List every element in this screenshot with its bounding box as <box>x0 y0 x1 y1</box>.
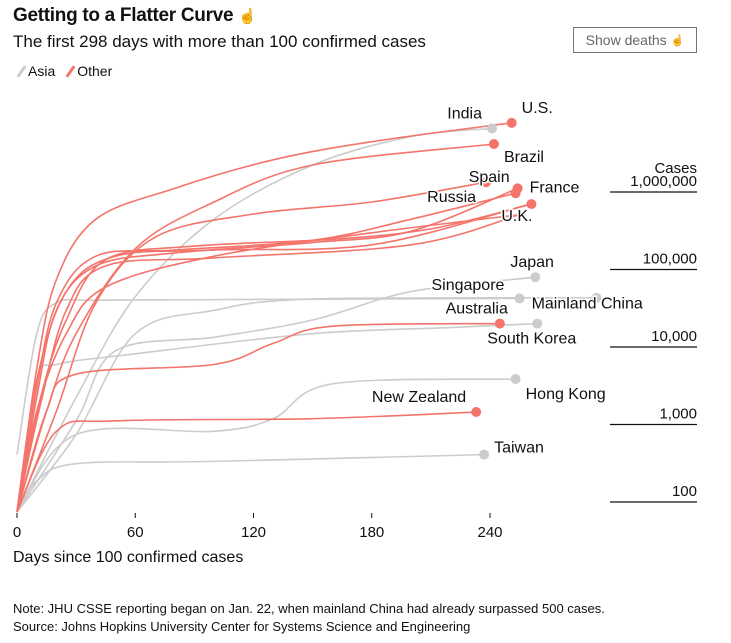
end-dot-brazil <box>488 139 499 150</box>
series-label-spain: Spain <box>469 169 510 186</box>
series-label-mainland-china: Mainland China <box>532 295 643 312</box>
series-line-italy <box>16 204 526 513</box>
series-line-south-korea <box>16 322 538 513</box>
end-dot-hong-kong <box>510 374 521 385</box>
chart-title: Getting to a Flatter Curve ☝ <box>13 5 257 26</box>
series-line-spain <box>16 192 516 513</box>
end-dot-australia <box>494 318 505 329</box>
series-line-taiwan <box>16 453 485 513</box>
end-dot-russia <box>481 177 492 188</box>
end-dot-taiwan <box>479 449 490 460</box>
legend-item-other[interactable]: Other <box>65 63 112 79</box>
x-tick-label: 240 <box>477 524 502 541</box>
end-dot-u-s <box>506 117 517 128</box>
series-line-france <box>16 187 518 513</box>
end-dot-spain <box>510 188 521 199</box>
y-tick-label: 100 <box>672 483 697 500</box>
series-line-germany <box>16 213 522 513</box>
y-tick-label: 100,000 <box>643 251 697 268</box>
series-label-u-k: U.K. <box>501 208 532 225</box>
series-label-new-zealand: New Zealand <box>372 389 466 406</box>
chart-source: Source: Johns Hopkins University Center … <box>13 619 471 634</box>
series-label-japan: Japan <box>510 254 554 271</box>
series-label-south-korea: South Korea <box>487 331 576 348</box>
chart-note: Note: JHU CSSE reporting began on Jan. 2… <box>13 601 605 616</box>
series-label-hong-kong: Hong Kong <box>526 386 606 403</box>
series-line-iran <box>16 213 526 513</box>
end-dot-south-korea <box>532 318 543 329</box>
series-line-mainland-china <box>16 297 520 455</box>
series-label-russia: Russia <box>427 189 476 206</box>
pointer-hand-icon: ☝ <box>670 34 685 47</box>
legend-item-asia[interactable]: Asia <box>16 63 55 79</box>
series-label-u-s: U.S. <box>522 100 553 117</box>
series-label-france: France <box>530 179 580 196</box>
end-dot-japan <box>530 272 541 283</box>
y-axis-title: Cases <box>654 160 697 177</box>
series-line-russia <box>16 181 487 513</box>
series-line-australia <box>16 322 500 513</box>
series-label-brazil: Brazil <box>504 149 544 166</box>
y-tick-label: 10,000 <box>651 328 697 345</box>
end-dot-india <box>486 123 497 134</box>
x-axis-title: Days since 100 confirmed cases <box>13 549 243 566</box>
x-tick-label: 60 <box>127 524 144 541</box>
y-tick-label: 1,000 <box>659 406 697 423</box>
x-tick-label: 180 <box>359 524 384 541</box>
series-label-singapore: Singapore <box>431 277 504 294</box>
series-line-new-zealand <box>16 411 477 513</box>
y-tick-label: 1,000,000 <box>630 173 697 190</box>
end-dot-u-k <box>526 199 537 210</box>
end-dot-new-zealand <box>471 407 482 418</box>
show-deaths-button[interactable]: Show deaths ☝ <box>573 27 697 53</box>
series-line-u-s <box>16 122 512 513</box>
legend: Asia Other <box>16 63 112 79</box>
series-line-hong-kong <box>16 378 516 513</box>
series-label-australia: Australia <box>446 301 508 318</box>
end-dot-mainland-china <box>514 293 525 304</box>
pointer-hand-icon: ☝ <box>238 8 257 25</box>
end-dot-singapore <box>591 292 602 303</box>
line-chart: Cases 100 1,000 10,000 100,000 1,000,000 0 60 12… <box>13 98 697 566</box>
x-tick-label: 0 <box>13 524 21 541</box>
x-tick-label: 120 <box>241 524 266 541</box>
series-label-taiwan: Taiwan <box>494 440 544 457</box>
chart-subtitle: The first 298 days with more than 100 co… <box>13 32 426 51</box>
series-label-india: India <box>447 105 482 122</box>
